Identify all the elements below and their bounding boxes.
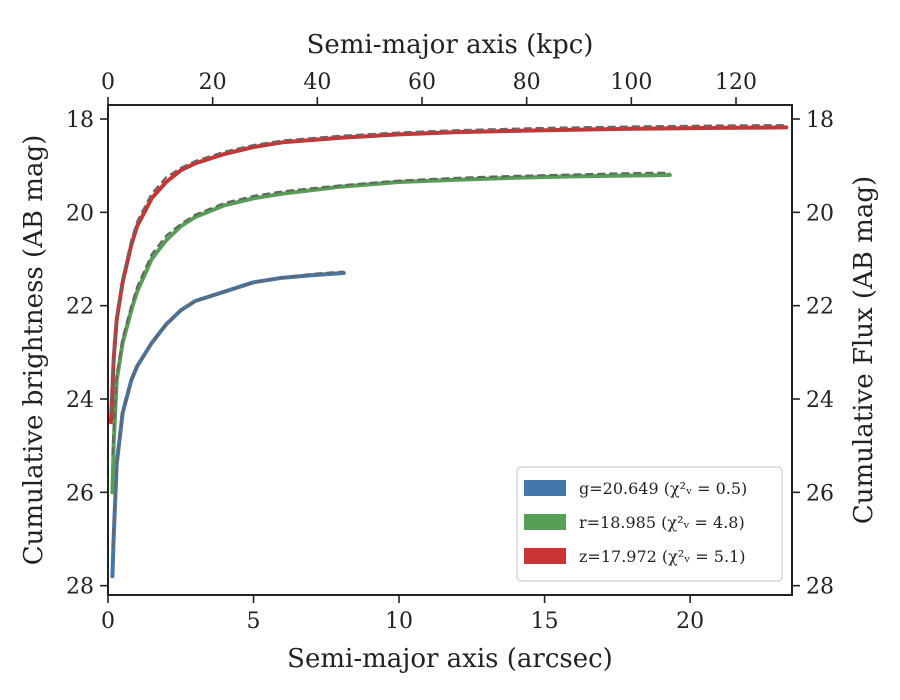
y2-tick-label: 28 [806, 575, 834, 600]
y-tick-label: 20 [66, 201, 94, 226]
model-line-1 [111, 171, 670, 456]
legend-label: r=18.985 (χ²ᵥ = 4.8) [579, 513, 745, 532]
x-tick-label: 10 [385, 609, 413, 634]
axes-layer: 0 5 10 15 20 0 20 40 60 80 100 120 18 18 20 20 22 22 24 24 2… [66, 70, 834, 634]
y2-tick-label: 24 [806, 388, 834, 413]
y2-axis-title: Cumulative Flux (AB mag) [849, 176, 879, 524]
legend-swatch [524, 514, 566, 530]
series-layer [108, 124, 789, 579]
x2-axis-title: Semi-major axis (kpc) [307, 30, 594, 60]
legend-label: g=20.649 (χ²ᵥ = 0.5) [579, 479, 747, 498]
y-tick-label: 18 [66, 108, 94, 133]
model-line-2 [109, 124, 787, 414]
model-line-0 [111, 270, 344, 549]
y2-tick-label: 20 [806, 201, 834, 226]
legend-box [516, 466, 783, 582]
x2-tick-label: 40 [303, 70, 331, 95]
x2-tick-label: 120 [715, 70, 757, 95]
series-line-0 [110, 271, 346, 579]
y-tick-label: 26 [66, 481, 94, 506]
y2-tick-label: 18 [806, 108, 834, 133]
y-tick-label: 22 [66, 295, 94, 320]
x2-tick-label: 100 [610, 70, 652, 95]
plot-frame [107, 104, 793, 596]
x2-tick-label: 60 [408, 70, 436, 95]
legend-label: z=17.972 (χ²ᵥ = 5.1) [579, 547, 745, 566]
y2-tick-label: 22 [806, 295, 834, 320]
x2-tick-label: 80 [513, 70, 541, 95]
y-tick-label: 24 [66, 388, 94, 413]
legend: g=20.649 (χ²ᵥ = 0.5) r=18.985 (χ²ᵥ = 4.8)… [516, 466, 783, 582]
legend-swatch [524, 480, 566, 496]
y-axis-title: Cumulative brightness (AB mag) [19, 135, 49, 566]
x2-tick-label: 0 [101, 70, 115, 95]
x-tick-label: 20 [676, 609, 704, 634]
y-tick-label: 28 [66, 575, 94, 600]
legend-swatch [524, 548, 566, 564]
x-tick-label: 0 [101, 609, 115, 634]
x-tick-label: 5 [247, 609, 261, 634]
series-line-1 [110, 173, 672, 495]
x-tick-label: 15 [531, 609, 559, 634]
y2-tick-label: 26 [806, 481, 834, 506]
x-axis-title: Semi-major axis (arcsec) [287, 644, 613, 674]
series-line-2 [108, 125, 789, 425]
x2-tick-label: 20 [199, 70, 227, 95]
